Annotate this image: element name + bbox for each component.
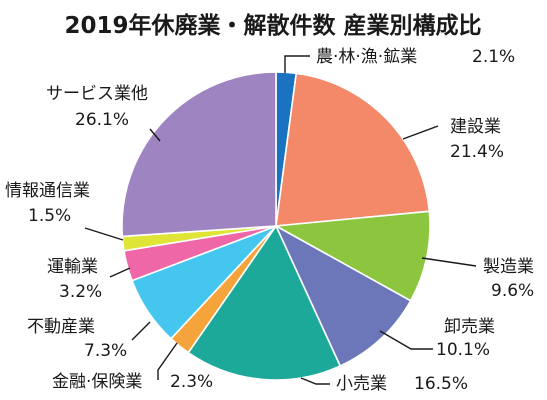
leader-line-0 bbox=[284, 55, 310, 73]
slice-4 bbox=[187, 224, 342, 381]
leader-line-8 bbox=[84, 227, 124, 241]
slice-label-9: サービス業他 bbox=[46, 84, 148, 104]
leader-line-7 bbox=[109, 267, 131, 278]
slice-value-2: 9.6% bbox=[491, 281, 534, 301]
leader-line-3 bbox=[379, 330, 433, 350]
leader-line-6 bbox=[131, 321, 151, 341]
slice-value-7: 3.2% bbox=[59, 282, 102, 302]
slice-label-6: 不動産業 bbox=[27, 317, 95, 337]
slice-label-0: 農·林·漁·鉱業 bbox=[316, 47, 417, 67]
slice-label-7: 運輸業 bbox=[47, 257, 98, 277]
slice-value-1: 21.4% bbox=[450, 142, 504, 162]
slice-label-5: 金融·保険業 bbox=[52, 372, 142, 392]
slice-value-4: 16.5% bbox=[414, 374, 468, 394]
slice-9 bbox=[121, 71, 277, 238]
slice-3 bbox=[274, 224, 412, 368]
pie-labels: 農·林·漁·鉱業 2.1% 建設業 21.4% 製造業 9.6% 卸売業 10.1% 小売業 16… bbox=[5, 47, 534, 394]
slice-value-6: 7.3% bbox=[84, 341, 127, 361]
slice-value-9: 26.1% bbox=[75, 110, 129, 130]
slice-label-8: 情報通信業 bbox=[5, 181, 90, 201]
slice-value-0: 2.1% bbox=[472, 47, 515, 67]
leader-line-1 bbox=[402, 125, 439, 140]
pie-slices bbox=[121, 71, 431, 381]
slice-value-8: 1.5% bbox=[28, 206, 71, 226]
slice-label-1: 建設業 bbox=[450, 117, 501, 137]
leader-line-5 bbox=[157, 342, 178, 380]
slice-value-5: 2.3% bbox=[170, 372, 213, 392]
slice-label-4: 小売業 bbox=[336, 374, 387, 394]
leader-line-4 bbox=[300, 377, 330, 385]
slice-2 bbox=[273, 210, 431, 302]
leader-line-2 bbox=[421, 257, 477, 267]
chart-title: 2019年休廃業・解散件数 産業別構成比 bbox=[64, 12, 481, 39]
slice-label-2: 製造業 bbox=[483, 257, 534, 277]
slice-label-3: 卸売業 bbox=[444, 317, 495, 337]
slice-1 bbox=[275, 72, 431, 227]
slice-value-3: 10.1% bbox=[436, 340, 490, 360]
leader-line-9 bbox=[149, 128, 161, 142]
